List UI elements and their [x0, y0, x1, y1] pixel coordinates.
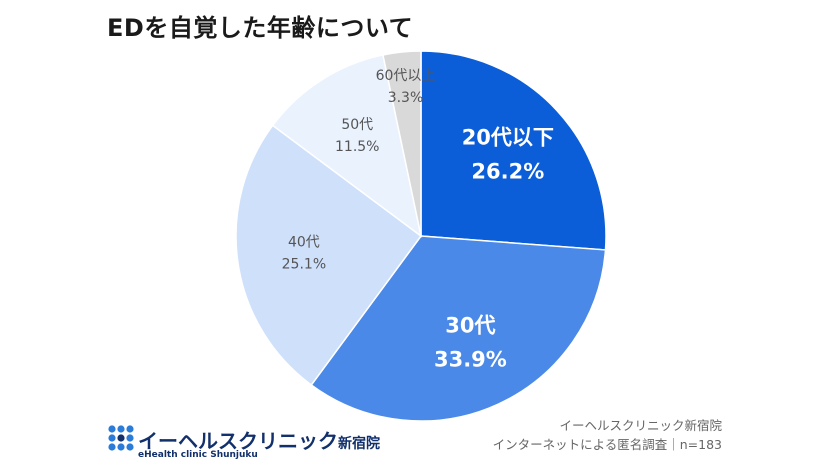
chart-title: EDを自覚した年齢について — [107, 14, 414, 42]
pie-slice-1 — [420, 50, 607, 251]
slice-label-1: 20代以下 — [462, 125, 554, 149]
slice-label-4: 50代 — [341, 117, 373, 133]
slice-label-5: 60代以上 — [376, 68, 436, 84]
source-line-1: イーヘルスクリニック新宿院 — [559, 418, 722, 433]
slice-label-3: 40代 — [288, 234, 320, 250]
logo-name: イーヘルスクリニック新宿院 — [138, 425, 380, 454]
pie-slice-4 — [271, 54, 423, 238]
slice-value-1: 26.2% — [471, 159, 544, 183]
pie-slice-2 — [310, 235, 607, 422]
slice-label-2: 30代 — [445, 314, 495, 338]
logo-branch: 新宿院 — [338, 436, 380, 452]
clinic-logo: イーヘルスクリニック新宿院 eHealth clinic Shunjuku — [108, 423, 380, 463]
source-note: イーヘルスクリニック新宿院 インターネットによる匿名調査｜n=183 — [493, 416, 722, 454]
slice-value-2: 33.9% — [434, 348, 507, 372]
slice-value-5: 3.3% — [388, 90, 424, 106]
logo-name-main: イーヘルスクリニック — [138, 429, 338, 453]
pie-slice-3 — [235, 124, 423, 387]
logo-icon — [108, 425, 134, 451]
logo-subtitle: eHealth clinic Shunjuku — [138, 450, 258, 460]
slice-value-4: 11.5% — [335, 139, 379, 155]
slice-value-3: 25.1% — [282, 256, 326, 272]
source-line-2: インターネットによる匿名調査｜n=183 — [492, 437, 722, 452]
pie-slice-5 — [382, 50, 422, 237]
